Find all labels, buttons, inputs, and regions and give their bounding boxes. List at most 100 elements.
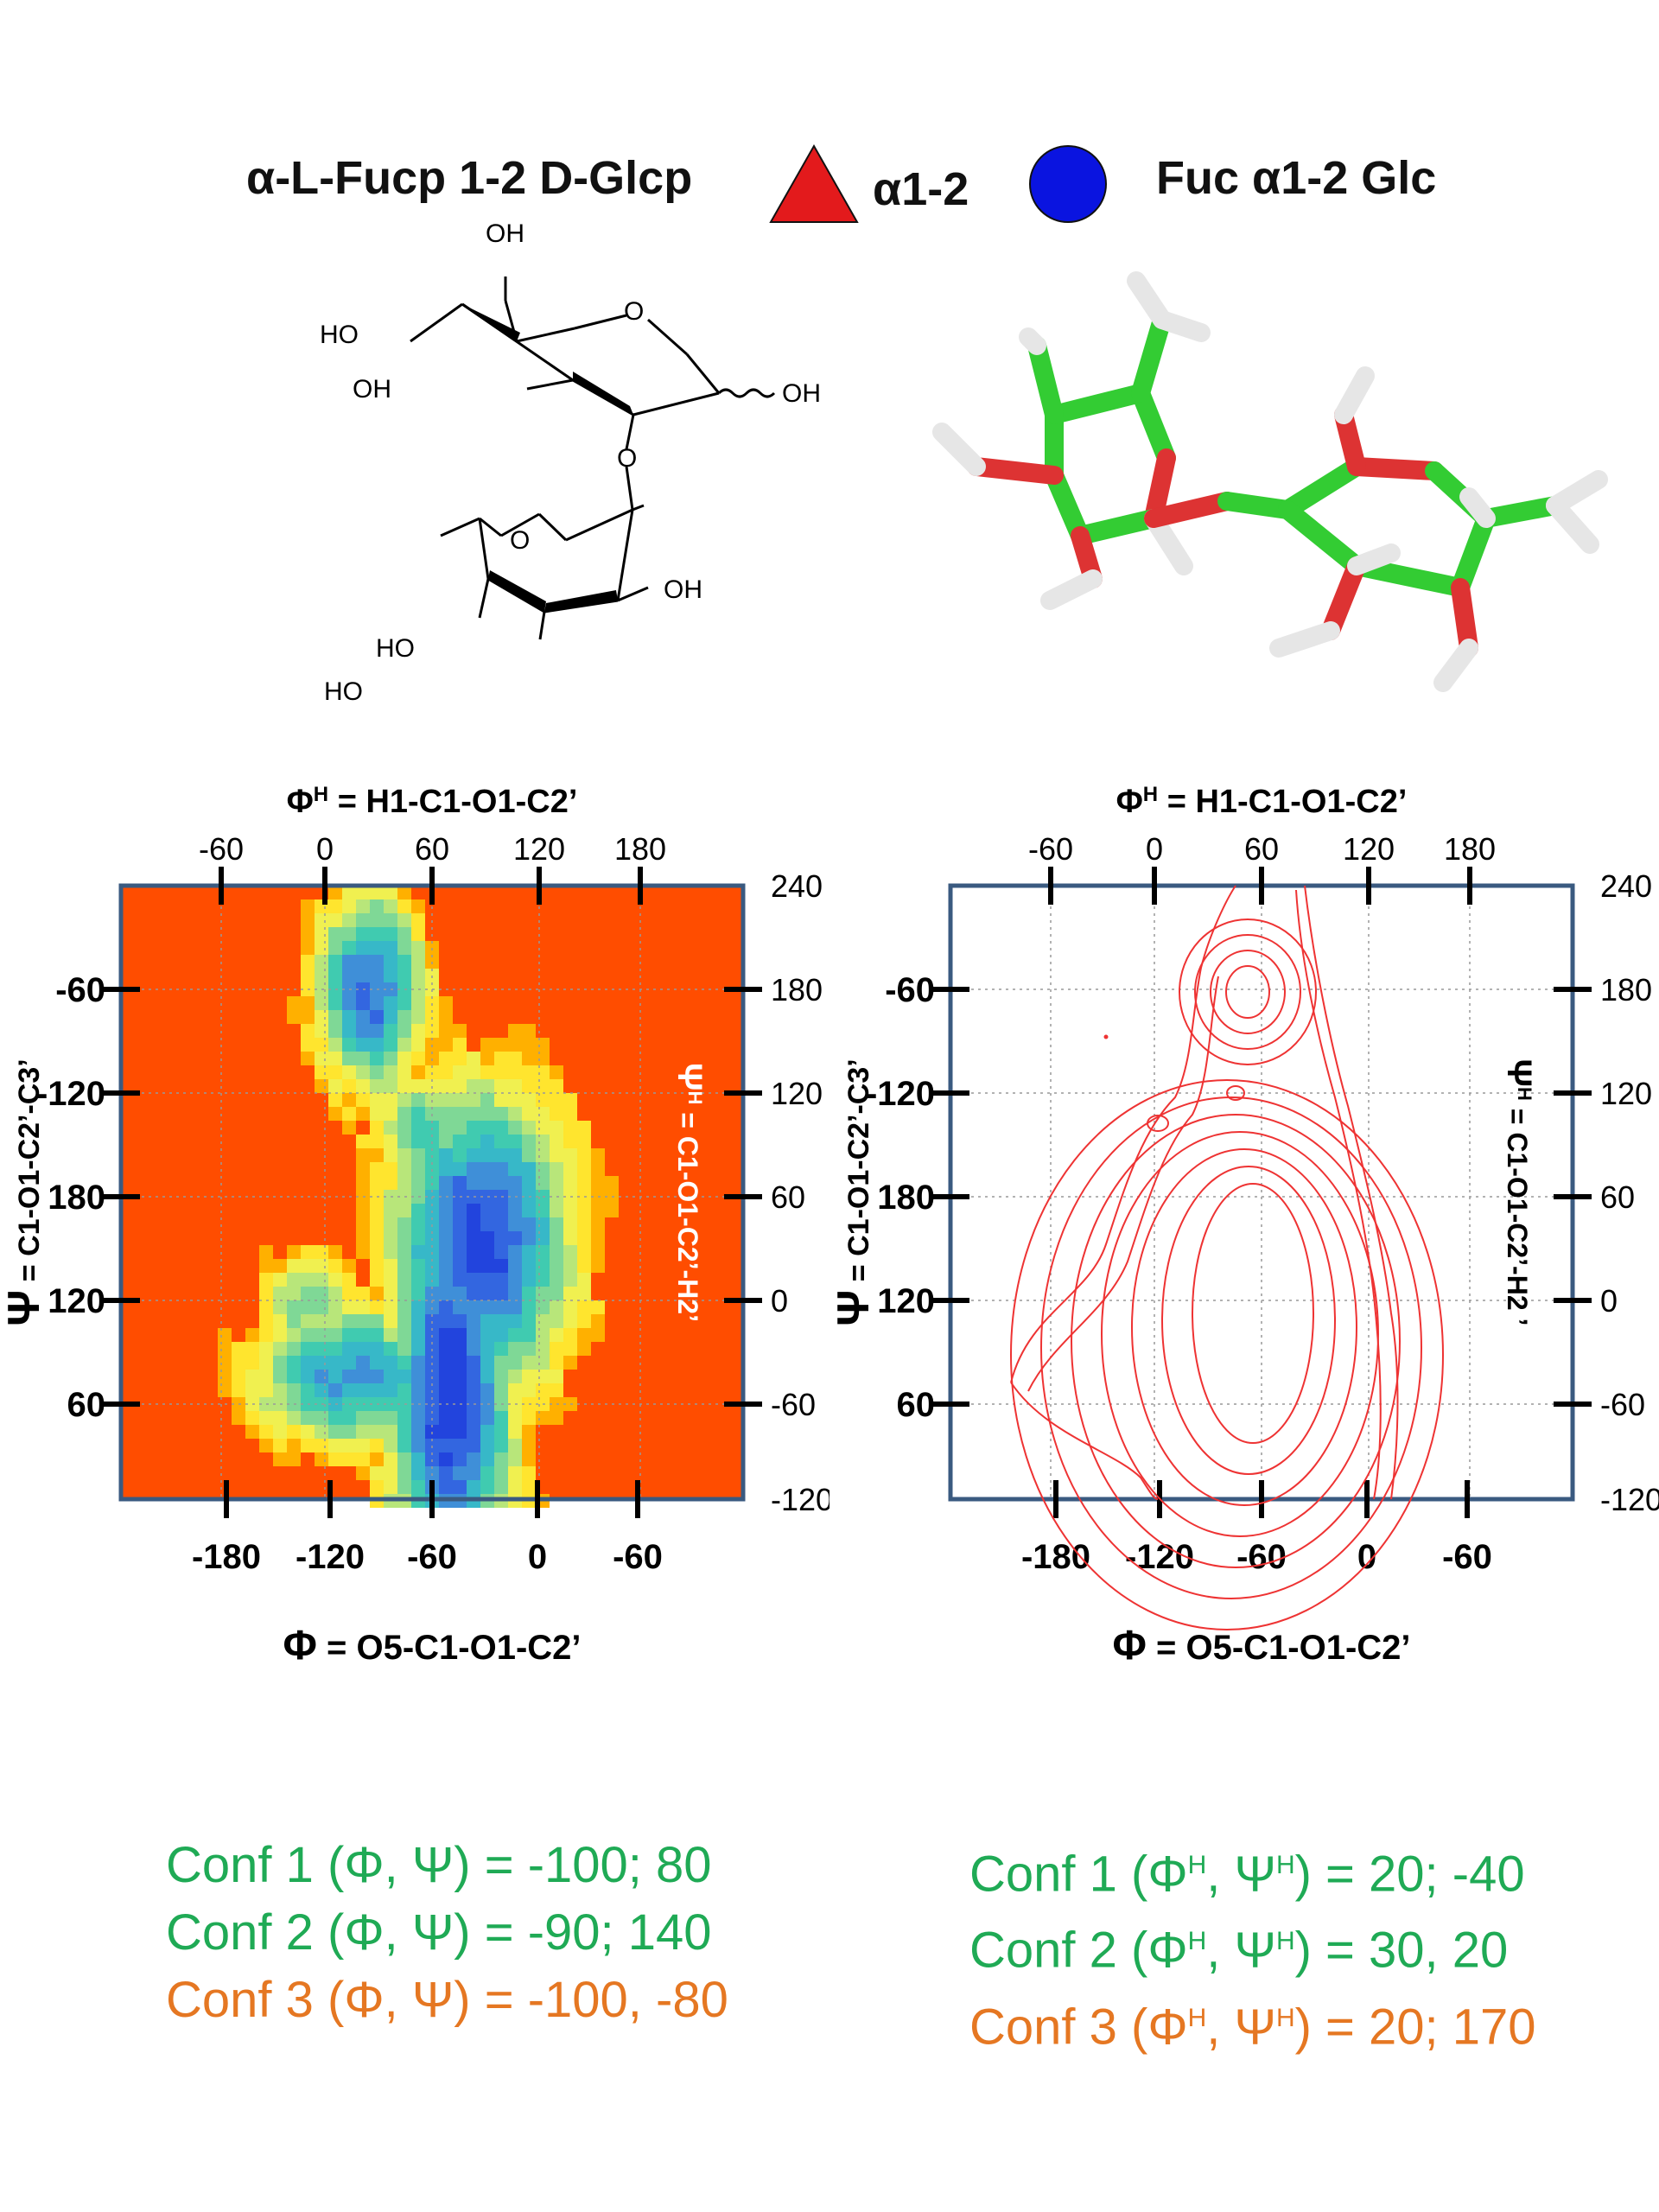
heatmap-cell <box>315 1052 328 1065</box>
left-tick-label: 180 <box>48 1179 105 1217</box>
heatmap-cell <box>439 1342 453 1356</box>
heatmap-cell <box>259 1383 273 1397</box>
contour-line <box>1210 950 1286 1034</box>
heatmap-cell <box>522 1176 536 1190</box>
heatmap-cell <box>508 1287 522 1300</box>
heatmap-cell <box>328 1079 342 1093</box>
right-tick-label: -60 <box>1600 1387 1645 1422</box>
heatmap-cell <box>273 1273 287 1287</box>
heatmap-cell <box>550 1093 563 1107</box>
heatmap-cell <box>287 1342 301 1356</box>
heatmap-cell <box>494 1452 508 1466</box>
chemical-structure: OH HO OH O OH O O OH HO HO <box>320 219 821 706</box>
heatmap-cell <box>301 969 315 982</box>
heatmap-cell <box>397 1148 411 1162</box>
conf-list-left: Conf 1 (Φ, Ψ) = -100; 80 Conf 2 (Φ, Ψ) =… <box>166 1832 728 2034</box>
atom-label: OH <box>664 575 702 604</box>
heatmap-cell <box>508 1038 522 1052</box>
heatmap-cell <box>259 1370 273 1383</box>
heatmap-cell <box>439 1231 453 1245</box>
heatmap-cell <box>301 899 315 913</box>
heatmap-cell <box>591 1217 605 1231</box>
heatmap-cell <box>397 927 411 941</box>
heatmap-cell <box>494 1162 508 1176</box>
heatmap-cell <box>453 1259 467 1273</box>
heatmap-cell <box>328 899 342 913</box>
heatmap-cell <box>370 1107 384 1121</box>
right-tick-label: 0 <box>1600 1283 1618 1319</box>
heatmap-cell <box>453 1093 467 1107</box>
right-tick-label: -60 <box>771 1387 816 1422</box>
heatmap-cell <box>397 1052 411 1065</box>
heatmap-cell <box>439 1065 453 1079</box>
heatmap-cell <box>315 1314 328 1328</box>
heatmap-cell <box>370 1148 384 1162</box>
heatmap-cell <box>439 996 453 1010</box>
heatmap-cell <box>536 1107 550 1121</box>
heatmap-cell <box>370 1162 384 1176</box>
heatmap-cell <box>273 1439 287 1452</box>
heatmap-cell <box>356 1245 370 1259</box>
heatmap-cell <box>536 1065 550 1079</box>
heatmap-cell <box>563 1245 577 1259</box>
heatmap-cell <box>508 1439 522 1452</box>
atom-label: HO <box>324 677 363 706</box>
heatmap-cell <box>301 1300 315 1314</box>
heatmap-cell <box>370 1010 384 1024</box>
heatmap-cell <box>453 1231 467 1245</box>
heatmap-cell <box>411 941 425 955</box>
heatmap-cell <box>411 1480 425 1494</box>
heatmap-cell <box>356 941 370 955</box>
right-tick-label: 60 <box>1600 1179 1635 1215</box>
heatmap-cell <box>397 1411 411 1425</box>
heatmap-cell <box>563 1204 577 1217</box>
heatmap-cell <box>411 1287 425 1300</box>
atom-label: O <box>510 526 530 555</box>
heatmap-cell <box>536 1356 550 1370</box>
heatmap-cell <box>384 969 397 982</box>
heatmap-cell <box>356 927 370 941</box>
heatmap-cell <box>508 1273 522 1287</box>
contour-line <box>1010 885 1399 1500</box>
heatmap-cell <box>397 886 411 899</box>
right-tick-label: 0 <box>771 1283 788 1319</box>
contour-line <box>1226 1085 1245 1101</box>
heatmap-cell <box>287 1245 301 1259</box>
heatmap-cell <box>342 1356 356 1370</box>
heatmap-cell <box>508 1176 522 1190</box>
heatmap-cell <box>328 1052 342 1065</box>
heatmap-cell <box>494 1259 508 1273</box>
heatmap-cell <box>467 1231 480 1245</box>
heatmap-cell <box>453 1065 467 1079</box>
linkage-label: α1-2 <box>873 163 969 215</box>
heatmap-cell <box>259 1411 273 1425</box>
heatmap-cell <box>439 1245 453 1259</box>
heatmap-cell <box>397 1273 411 1287</box>
heatmap-cell <box>232 1383 245 1397</box>
heatmap-cell <box>494 1300 508 1314</box>
heatmap-cell <box>328 1439 342 1452</box>
left-axis-label: Ψ = C1-O1-C2’-C3’ <box>830 1058 879 1325</box>
heatmap-cell <box>522 1079 536 1093</box>
heatmap-cell <box>411 1411 425 1425</box>
heatmap-cell <box>287 1273 301 1287</box>
heatmap-cell <box>301 1425 315 1439</box>
heatmap-cell <box>328 1093 342 1107</box>
heatmap-cell <box>397 1176 411 1190</box>
heatmap-cell <box>494 1121 508 1135</box>
heatmap-cell <box>397 1204 411 1217</box>
heatmap-cell <box>467 1328 480 1342</box>
heatmap-cell <box>467 1217 480 1231</box>
heatmap-cell <box>411 1135 425 1148</box>
heatmap-cell <box>342 1121 356 1135</box>
heatmap-cell <box>508 1231 522 1245</box>
heatmap-cell <box>342 969 356 982</box>
heatmap-cell <box>342 1439 356 1452</box>
heatmap-cell <box>508 1314 522 1328</box>
heatmap-cell <box>384 1466 397 1480</box>
heatmap-cell <box>411 1038 425 1052</box>
heatmap-cell <box>328 1259 342 1273</box>
heatmap-cell <box>287 1370 301 1383</box>
heatmap-cell <box>439 1300 453 1314</box>
heatmap-cell <box>259 1259 273 1273</box>
